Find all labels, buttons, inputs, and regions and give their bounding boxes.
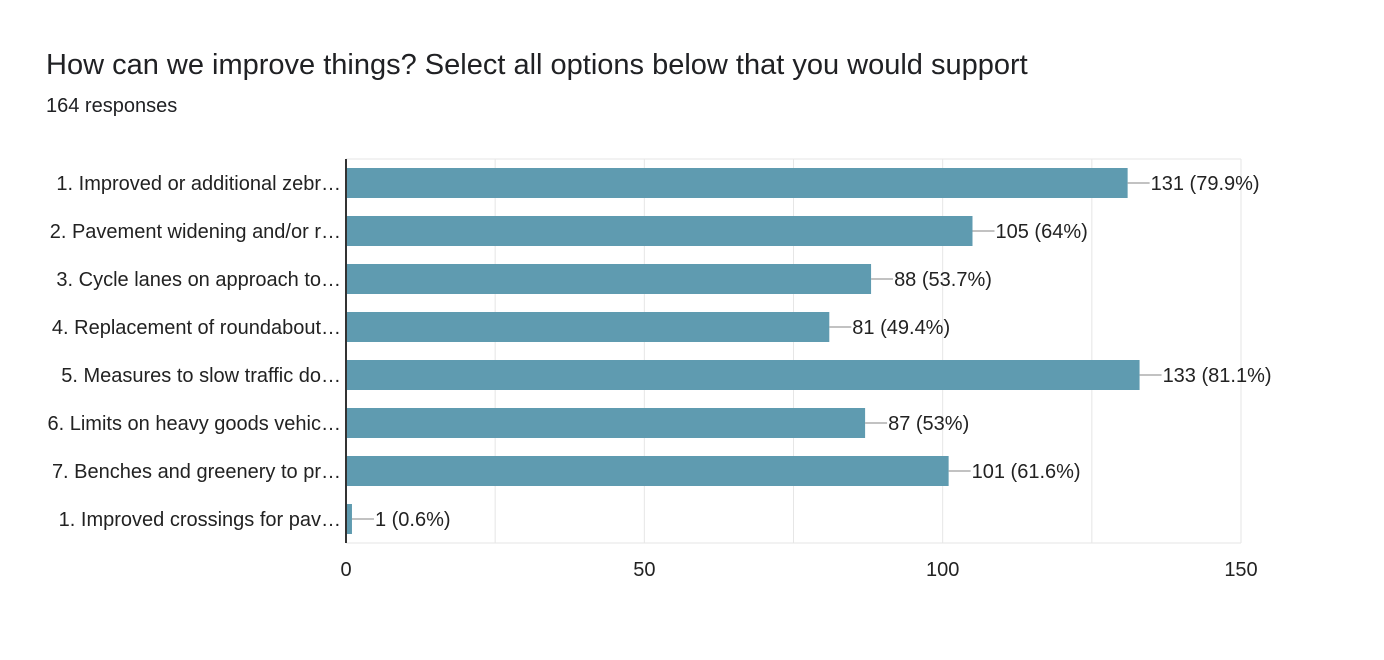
category-label: 2. Pavement widening and/or r… bbox=[50, 221, 341, 243]
data-label: 87 (53%) bbox=[888, 413, 969, 435]
data-label: 131 (79.9%) bbox=[1151, 173, 1260, 195]
category-label: 3. Cycle lanes on approach to… bbox=[56, 269, 341, 291]
bar bbox=[346, 312, 830, 342]
x-tick-label: 0 bbox=[340, 559, 351, 581]
data-label: 1 (0.6%) bbox=[375, 509, 451, 531]
category-label: 6. Limits on heavy goods vehic… bbox=[48, 413, 342, 435]
x-tick-label: 50 bbox=[633, 559, 655, 581]
bar bbox=[346, 504, 352, 534]
chart-title: How can we improve things? Select all op… bbox=[46, 49, 1028, 81]
bar bbox=[346, 408, 866, 438]
category-label: 1. Improved crossings for pav… bbox=[59, 509, 341, 531]
category-label: 4. Replacement of roundabout… bbox=[52, 317, 341, 339]
bar bbox=[346, 216, 973, 246]
data-label: 133 (81.1%) bbox=[1163, 365, 1272, 387]
bar bbox=[346, 360, 1140, 390]
x-tick-label: 150 bbox=[1224, 559, 1257, 581]
category-label: 1. Improved or additional zebr… bbox=[56, 173, 341, 195]
response-count: 164 responses bbox=[46, 95, 178, 117]
bar bbox=[346, 456, 949, 486]
data-label: 101 (61.6%) bbox=[972, 461, 1081, 483]
bar bbox=[346, 168, 1128, 198]
bar bbox=[346, 264, 872, 294]
data-label: 81 (49.4%) bbox=[852, 317, 950, 339]
category-label: 5. Measures to slow traffic do… bbox=[61, 365, 341, 387]
data-label: 88 (53.7%) bbox=[894, 269, 992, 291]
x-tick-label: 100 bbox=[926, 559, 959, 581]
category-label: 7. Benches and greenery to pr… bbox=[52, 461, 341, 483]
data-label: 105 (64%) bbox=[996, 221, 1088, 243]
